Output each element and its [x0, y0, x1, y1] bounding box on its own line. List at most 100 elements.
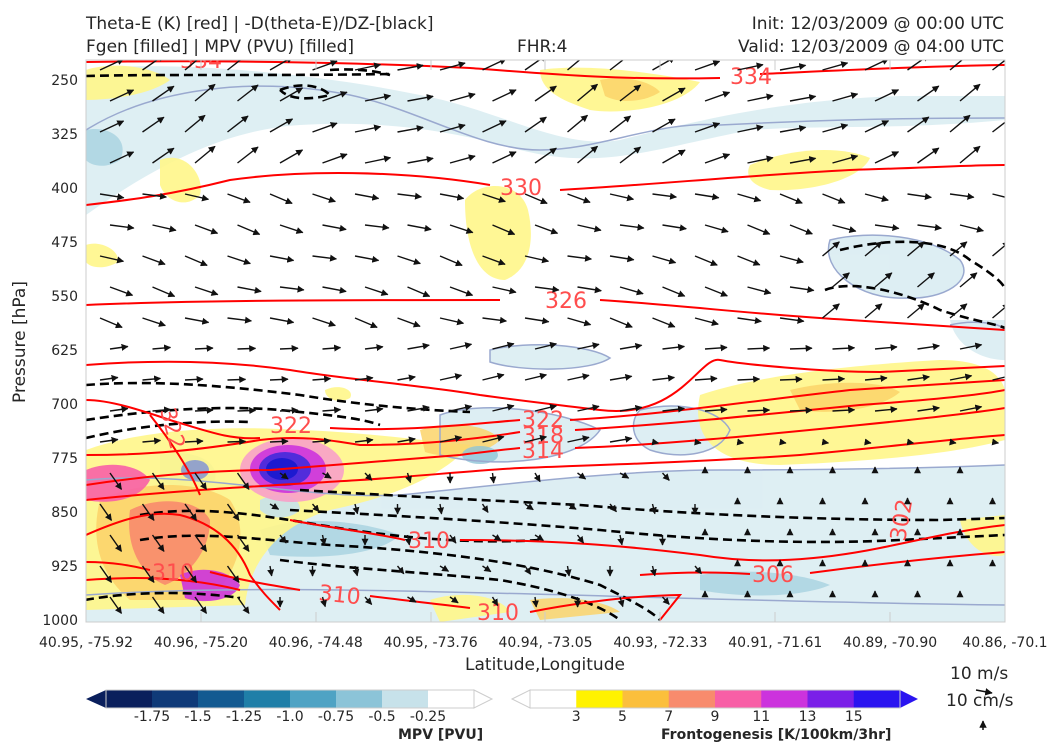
theta-e-label: 306 — [752, 563, 794, 588]
wind-vector — [737, 193, 762, 203]
wind-vector — [237, 407, 257, 415]
colorbar-tick-label: 3 — [571, 709, 581, 725]
wind-vector — [564, 565, 572, 577]
wind-vector — [609, 193, 635, 202]
wind-vector — [779, 63, 807, 71]
wind-vector — [534, 534, 544, 542]
wind-vector — [949, 373, 973, 381]
wind-vector — [109, 89, 135, 102]
wind-vector — [704, 406, 728, 414]
wind-vector — [907, 60, 930, 71]
wind-vector — [152, 224, 177, 233]
wind-vector — [609, 60, 632, 71]
wind-vector — [832, 154, 859, 164]
wind-vector — [237, 84, 259, 102]
theta-e-label: 310 — [408, 529, 450, 554]
wind-vector — [609, 503, 617, 513]
wind-vector — [194, 145, 216, 164]
y-tick-label: 550 — [51, 288, 78, 305]
wind-vector — [609, 255, 635, 263]
y-tick-label: 925 — [51, 558, 78, 575]
wind-vector — [364, 93, 392, 102]
wind-vector — [482, 316, 507, 324]
wind-vector — [567, 60, 589, 71]
x-axis-label: Latitude,Longitude — [465, 655, 625, 675]
wind-vector — [407, 342, 430, 350]
wind-vector — [184, 114, 206, 133]
y-tick-label: 250 — [51, 72, 78, 89]
fgen-colorbar — [510, 689, 918, 709]
wind-vector — [354, 255, 380, 263]
wind-vector — [227, 255, 251, 265]
wind-vector — [959, 83, 981, 102]
y-axis-label: Pressure [hPa] — [10, 281, 30, 403]
wind-vector — [322, 153, 348, 164]
chart-title-line2: Fgen [filled] | MPV (PVU) [filled] — [86, 37, 355, 57]
wind-vector — [396, 565, 405, 575]
wind-vector — [864, 375, 888, 382]
wind-vector — [354, 193, 380, 201]
wind-vector — [577, 83, 599, 102]
wind-vector — [662, 343, 686, 351]
wind-vector — [312, 193, 336, 203]
wind-vector — [652, 255, 677, 265]
wind-vector — [617, 534, 625, 546]
wind-vector — [269, 317, 295, 325]
colorbar-tick-label: -0.75 — [317, 709, 355, 725]
wind-vector — [577, 286, 602, 294]
wind-vector — [439, 255, 463, 267]
wind-vector — [822, 193, 846, 204]
wind-vector — [279, 472, 289, 480]
wind-vector — [662, 87, 686, 102]
wind-vector — [109, 472, 123, 490]
theta-e-label: 326 — [545, 289, 587, 314]
wind-vector — [439, 564, 450, 572]
wind-vector — [142, 60, 165, 71]
wind-vector — [779, 125, 807, 133]
wind-vector — [236, 596, 250, 614]
wind-vector — [194, 344, 214, 352]
wind-vector — [874, 406, 898, 413]
wind-vector — [109, 405, 129, 413]
wind-vector — [662, 286, 686, 297]
colorbar-segment — [668, 690, 716, 708]
wind-vector — [142, 192, 167, 200]
wind-vector — [482, 193, 506, 203]
wind-vector — [237, 286, 262, 294]
wind-vector — [567, 435, 590, 443]
wind-legend-label-ms: 10 m/s — [950, 664, 1009, 684]
wind-vector — [109, 534, 123, 552]
wind-vector — [279, 285, 305, 293]
wind-vector — [832, 272, 850, 288]
wind-vector — [407, 404, 430, 412]
wind-vector — [832, 224, 857, 233]
x-tick-label: 40.95, -75.92 — [38, 635, 134, 651]
wind-vector — [864, 193, 889, 202]
wind-vector — [959, 224, 984, 233]
wind-vector — [109, 151, 135, 164]
wind-vector — [236, 534, 250, 552]
wind-vector — [194, 83, 216, 102]
wind-vector — [524, 255, 550, 264]
wind-vector — [151, 472, 165, 490]
wind-vector — [959, 272, 978, 288]
wind-vector — [439, 61, 466, 71]
wind-vector — [652, 317, 676, 328]
wind-vector — [184, 193, 210, 202]
mpv-colorbar-label: MPV [PVU] — [398, 727, 484, 743]
wind-vector — [959, 342, 983, 350]
wind-vector — [109, 343, 129, 351]
wind-vector — [524, 317, 550, 325]
wind-vector — [619, 404, 643, 412]
wind-vector — [449, 342, 473, 350]
wind-vector — [237, 224, 261, 236]
wind-vector — [397, 63, 424, 71]
wind-vector — [992, 241, 1005, 257]
colorbar-tick-label: -0.5 — [368, 709, 396, 725]
x-tick-label: 40.96, -75.20 — [153, 635, 248, 651]
wind-vector — [959, 145, 981, 164]
wind-vector — [152, 344, 172, 352]
wind-vector — [354, 124, 382, 133]
wind-vector — [227, 438, 247, 446]
wind-vector — [492, 89, 517, 102]
